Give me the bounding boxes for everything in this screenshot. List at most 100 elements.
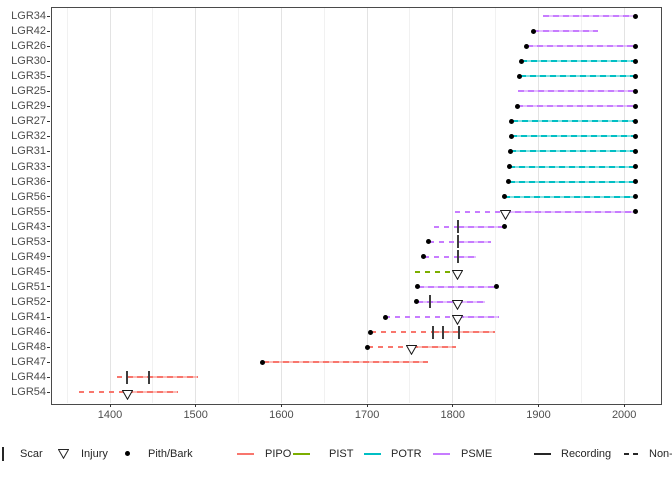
legend-label-pipo: PIPO [265, 448, 292, 460]
pith-dot [501, 194, 507, 200]
x-axis-tick [280, 404, 282, 407]
non-recording-segment [428, 240, 458, 243]
pith-dot [421, 254, 427, 260]
y-axis-tick [47, 120, 50, 122]
bark-dot [632, 58, 638, 64]
pith-dot [382, 314, 388, 320]
recording-segment [511, 135, 636, 138]
x-axis-label: 1600 [269, 409, 294, 421]
non-recording-segment [415, 270, 458, 273]
recording-segment [521, 60, 636, 63]
y-axis-tick [47, 75, 50, 77]
y-axis-tick [47, 45, 50, 47]
y-axis-tick [47, 331, 50, 333]
legend-label-scar: Scar [20, 448, 43, 460]
pith-dot [509, 118, 515, 124]
y-axis-tick [47, 301, 50, 303]
x-axis-tick [109, 404, 111, 407]
x-axis-tick [195, 404, 197, 407]
y-axis-label: LGR35 [11, 70, 46, 83]
pith-dot [514, 103, 520, 109]
minor-gridline [66, 8, 68, 403]
pith-dot [426, 239, 432, 245]
y-axis-label: LGR36 [11, 175, 46, 188]
bark-dot [632, 103, 638, 109]
pith-dot [506, 164, 512, 169]
x-axis-label: 1700 [354, 409, 380, 421]
minor-gridline [238, 8, 240, 403]
scar-mark [456, 220, 459, 234]
recording-segment [262, 361, 428, 364]
scar-mark [441, 325, 444, 339]
y-axis-tick [47, 376, 50, 378]
y-axis-tick [47, 346, 50, 348]
non-recording-segment [370, 331, 434, 334]
major-gridline [623, 8, 625, 403]
potr-legend-swatch [364, 453, 381, 455]
recording-segment [517, 90, 636, 93]
legend-label-pist: PIST [329, 448, 354, 460]
y-axis-label: LGR34 [11, 10, 46, 22]
minor-gridline [409, 8, 411, 403]
y-axis-label: LGR26 [11, 40, 46, 53]
minor-gridline [495, 8, 497, 403]
recording-segment [508, 180, 636, 183]
y-axis-label: LGR33 [11, 160, 46, 173]
y-axis-label: LGR54 [11, 386, 46, 399]
injury-mark [451, 267, 463, 281]
recording-segment [457, 225, 505, 228]
x-axis-label: 1800 [440, 409, 466, 421]
pith-dot [260, 359, 266, 365]
y-axis-label: LGR56 [11, 190, 46, 203]
pith-dot [414, 299, 420, 305]
recording-segment [517, 105, 636, 108]
y-axis-tick [47, 105, 50, 107]
y-axis-label: LGR48 [11, 341, 46, 354]
y-axis-tick [47, 241, 50, 243]
scar-mark [428, 295, 431, 309]
y-axis-label: LGR52 [11, 295, 46, 308]
y-axis-label: LGR45 [11, 265, 46, 278]
recording-segment [457, 316, 500, 318]
recording-segment [433, 331, 495, 334]
bark-dot [632, 73, 638, 79]
scar-mark [148, 370, 151, 384]
y-axis-tick [47, 150, 50, 152]
x-axis-label: 1900 [526, 409, 551, 421]
pist-legend-swatch [293, 453, 310, 455]
injury-legend-icon [58, 449, 69, 459]
injury-mark [499, 207, 511, 220]
minor-gridline [152, 8, 154, 403]
x-axis-label: 2000 [611, 409, 637, 421]
y-axis-label: LGR42 [11, 25, 46, 38]
bark-dot [632, 148, 638, 154]
non-recording-legend-swatch [624, 453, 641, 455]
injury-mark [405, 342, 418, 356]
major-gridline [280, 8, 282, 403]
minor-gridline [323, 8, 325, 403]
recording-segment [542, 15, 636, 17]
x-axis-label: 1400 [97, 409, 123, 421]
y-axis-label: LGR25 [11, 85, 46, 98]
recording-segment [510, 150, 636, 153]
non-recording-segment [79, 391, 128, 394]
bark-dot [632, 179, 638, 185]
scar-mark [432, 325, 435, 339]
non-recording-segment [423, 255, 458, 258]
y-axis-tick [47, 166, 50, 167]
pith-dot [368, 329, 374, 335]
y-axis-tick [47, 135, 50, 137]
major-gridline [366, 8, 368, 403]
y-axis-tick [47, 90, 50, 92]
major-gridline [538, 8, 539, 403]
y-axis-tick [47, 60, 50, 62]
y-axis-tick [47, 391, 50, 393]
y-axis-label: LGR46 [11, 326, 46, 339]
pith-bark-legend-icon [125, 451, 130, 456]
scar-mark [456, 250, 459, 264]
bark-dot [632, 194, 638, 200]
x-axis-tick [366, 404, 368, 407]
injury-mark [452, 297, 464, 311]
pith-dot [415, 284, 421, 290]
